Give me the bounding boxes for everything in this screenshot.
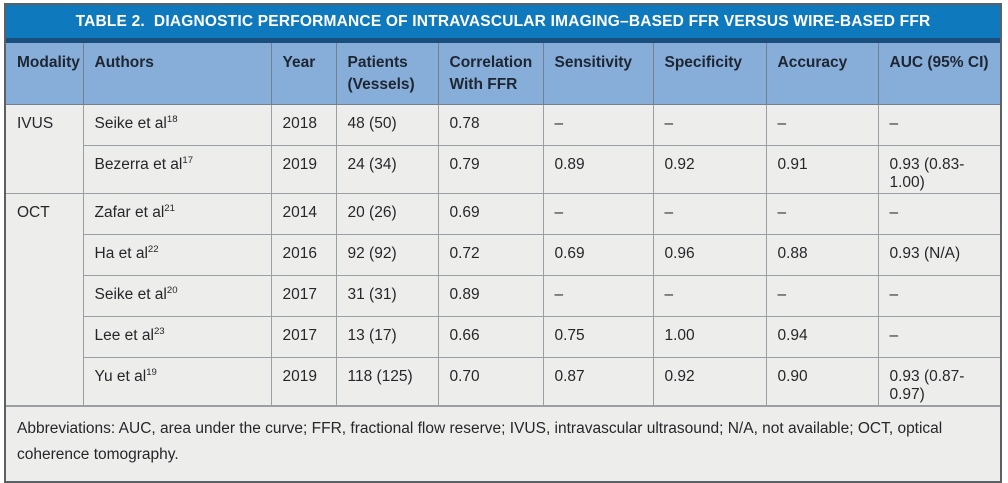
correlation-cell: 0.69: [437, 192, 544, 235]
auc-cell: –: [877, 315, 1000, 358]
author-ref: 22: [147, 243, 159, 255]
specificity-cell: –: [652, 103, 767, 146]
table-row: Ha et al22 2016 92 (92) 0.72 0.69 0.96 0…: [6, 233, 1000, 276]
sensitivity-cell: 0.75: [542, 315, 654, 358]
title-divider: [6, 38, 1000, 43]
year-cell: 2019: [270, 356, 337, 406]
diagnostic-performance-table: Modality Authors Year Patients (Vessels)…: [6, 43, 1000, 406]
accuracy-cell: 0.90: [765, 356, 879, 406]
authors-cell: Yu et al19: [83, 356, 272, 406]
correlation-cell: 0.72: [437, 233, 544, 276]
auc-cell: 0.93 (0.87-0.97): [877, 356, 1000, 406]
table-row: Lee et al23 2017 13 (17) 0.66 0.75 1.00 …: [6, 315, 1000, 358]
auc-cell: 0.93 (0.83-1.00): [877, 144, 1000, 194]
correlation-cell: 0.66: [437, 315, 544, 358]
author-ref: 23: [153, 325, 165, 337]
year-cell: 2017: [270, 274, 337, 317]
author-ref: 17: [182, 154, 194, 166]
authors-cell: Bezerra et al17: [83, 144, 272, 194]
auc-cell: –: [877, 192, 1000, 235]
authors-cell: Seike et al18: [82, 103, 272, 146]
authors-cell: Zafar et al21: [82, 192, 272, 235]
year-cell: 2017: [270, 315, 337, 358]
author-ref: 21: [164, 202, 175, 214]
author-name: Ha et al: [94, 244, 148, 262]
correlation-cell: 0.70: [437, 356, 544, 406]
auc-cell: 0.93 (N/A): [877, 233, 1000, 276]
author-ref: 20: [166, 284, 178, 296]
page: TABLE 2. DIAGNOSTIC PERFORMANCE OF INTRA…: [4, 3, 1002, 483]
col-header-accuracy: Accuracy: [765, 43, 879, 105]
year-cell: 2019: [270, 144, 337, 194]
year-cell: 2018: [270, 103, 337, 146]
header-row: Modality Authors Year Patients (Vessels)…: [6, 43, 1000, 105]
author-ref: 19: [146, 366, 157, 378]
correlation-cell: 0.79: [437, 144, 544, 194]
author-name: Yu et al: [94, 367, 147, 385]
specificity-cell: –: [652, 192, 767, 235]
correlation-cell: 0.78: [437, 103, 544, 146]
author-name: Bezerra et al: [94, 155, 183, 173]
col-header-specificity: Specificity: [652, 43, 767, 105]
patients-cell: 92 (92): [335, 233, 439, 276]
accuracy-cell: 0.94: [765, 315, 879, 358]
patients-cell: 20 (26): [335, 192, 439, 235]
accuracy-cell: 0.91: [765, 144, 879, 194]
patients-cell: 118 (125): [335, 356, 439, 406]
accuracy-cell: –: [765, 103, 879, 146]
col-header-patients: Patients (Vessels): [335, 43, 439, 105]
table-2-frame: TABLE 2. DIAGNOSTIC PERFORMANCE OF INTRA…: [4, 3, 1002, 483]
col-header-sensitivity: Sensitivity: [542, 43, 654, 105]
author-name: Seike et al: [94, 285, 167, 303]
table-title: TABLE 2. DIAGNOSTIC PERFORMANCE OF INTRA…: [6, 5, 1000, 38]
sensitivity-cell: –: [542, 103, 654, 146]
accuracy-cell: –: [765, 192, 879, 235]
specificity-cell: 0.92: [652, 356, 767, 406]
table-row: Seike et al20 2017 31 (31) 0.89 – – – –: [6, 274, 1000, 317]
col-header-authors: Authors: [82, 43, 272, 105]
table-row: OCT Zafar et al21 2014 20 (26) 0.69 – – …: [6, 192, 1000, 406]
author-name: Seike et al: [94, 114, 167, 132]
authors-cell: Seike et al20: [83, 274, 272, 317]
modality-cell: OCT: [6, 192, 84, 406]
auc-cell: –: [877, 274, 1000, 317]
patients-cell: 31 (31): [335, 274, 439, 317]
table-row: Yu et al19 2019 118 (125) 0.70 0.87 0.92…: [6, 356, 1000, 406]
specificity-cell: 0.92: [652, 144, 767, 194]
sensitivity-cell: 0.89: [542, 144, 654, 194]
author-ref: 18: [166, 113, 178, 125]
sensitivity-cell: –: [542, 192, 654, 235]
abbreviations-footnote: Abbreviations: AUC, area under the curve…: [6, 405, 1000, 481]
sensitivity-cell: –: [542, 274, 654, 317]
col-header-correlation: Correlation With FFR: [437, 43, 544, 105]
accuracy-cell: 0.88: [765, 233, 879, 276]
year-cell: 2014: [270, 192, 337, 235]
sensitivity-cell: 0.87: [542, 356, 654, 406]
accuracy-cell: –: [765, 274, 879, 317]
specificity-cell: 0.96: [652, 233, 767, 276]
specificity-cell: 1.00: [652, 315, 767, 358]
author-name: Lee et al: [94, 326, 154, 344]
year-cell: 2016: [270, 233, 337, 276]
col-header-auc: AUC (95% CI): [877, 43, 1000, 105]
patients-cell: 13 (17): [335, 315, 439, 358]
col-header-modality: Modality: [6, 43, 84, 105]
patients-cell: 48 (50): [335, 103, 439, 146]
patients-cell: 24 (34): [335, 144, 439, 194]
col-header-year: Year: [270, 43, 337, 105]
table-row: IVUS Seike et al18 2018 48 (50) 0.78 – –…: [6, 103, 1000, 194]
auc-cell: –: [877, 103, 1000, 146]
author-name: Zafar et al: [94, 203, 165, 221]
table-row: Bezerra et al17 2019 24 (34) 0.79 0.89 0…: [6, 144, 1000, 194]
authors-cell: Lee et al23: [83, 315, 272, 358]
specificity-cell: –: [652, 274, 767, 317]
modality-cell: IVUS: [6, 103, 84, 194]
authors-cell: Ha et al22: [83, 233, 272, 276]
correlation-cell: 0.89: [437, 274, 544, 317]
sensitivity-cell: 0.69: [542, 233, 654, 276]
